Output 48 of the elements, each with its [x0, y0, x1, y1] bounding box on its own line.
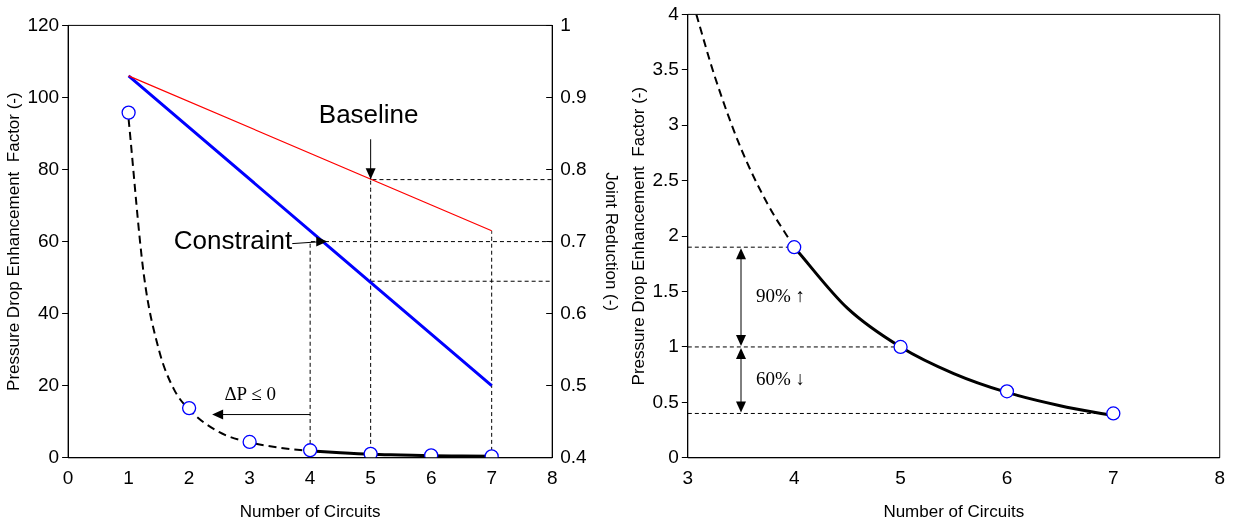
annotation: Baseline [318, 99, 419, 130]
x-tick-label: 5 [365, 467, 376, 489]
y-tick-label: 120 [27, 13, 60, 35]
x-tick-label: 7 [1108, 467, 1119, 489]
x-tick-label: 5 [895, 467, 906, 489]
y-tick-label: 1 [668, 335, 679, 357]
y-tick-label: 60 [37, 229, 60, 251]
y2-tick-label: 0.5 [560, 373, 587, 395]
y-tick-label: 100 [27, 85, 60, 107]
x-tick-label: 1 [123, 467, 134, 489]
x-tick-label: 3 [244, 467, 255, 489]
y2-tick-label: 0.7 [560, 229, 587, 251]
y2-tick-label: 0.8 [560, 157, 587, 179]
x-tick-label: 6 [1001, 467, 1013, 489]
y-tick-label: 4 [668, 2, 680, 24]
annotation: 60% ↓ [756, 368, 806, 390]
x-axis-title: Number of Circuits [239, 502, 381, 522]
y-tick-label: 40 [37, 301, 60, 323]
x-tick-label: 6 [425, 467, 437, 489]
y2-axis-title: Joint Reduction (-) [602, 172, 622, 312]
y-tick-label: 0 [668, 446, 679, 468]
y-tick-label: 3.5 [652, 58, 679, 80]
annotation: 90% ↑ [756, 285, 806, 307]
annotation: Constraint [173, 224, 294, 255]
y2-tick-label: 0.4 [560, 446, 588, 468]
x-tick-label: 4 [788, 467, 800, 489]
x-tick-label: 8 [546, 467, 558, 489]
annotation: ΔP ≤ 0 [224, 383, 276, 405]
y-tick-label: 2 [668, 224, 679, 246]
y-tick-label: 20 [37, 373, 60, 395]
y-tick-label: 80 [37, 157, 60, 179]
x-tick-label: 8 [1214, 467, 1226, 489]
y-tick-label: 3 [668, 113, 679, 135]
y-axis-title: Pressure Drop Enhancement Factor (-) [628, 86, 648, 386]
x-tick-label: 3 [682, 467, 694, 489]
x-tick-label: 7 [486, 467, 497, 489]
y2-tick-label: 0.9 [560, 85, 587, 107]
y-tick-label: 0 [48, 446, 60, 468]
x-tick-label: 2 [183, 467, 195, 489]
y-tick-label: 2.5 [652, 168, 679, 190]
y2-tick-label: 1 [560, 13, 571, 35]
x-tick-label: 0 [62, 467, 74, 489]
y-tick-label: 1.5 [652, 279, 679, 301]
y-tick-label: 0.5 [652, 390, 679, 412]
y-axis-title: Pressure Drop Enhancement Factor (-) [3, 92, 23, 391]
x-axis-title: Number of Circuits [883, 502, 1025, 522]
y2-tick-label: 0.6 [560, 301, 587, 323]
x-tick-label: 4 [304, 467, 316, 489]
